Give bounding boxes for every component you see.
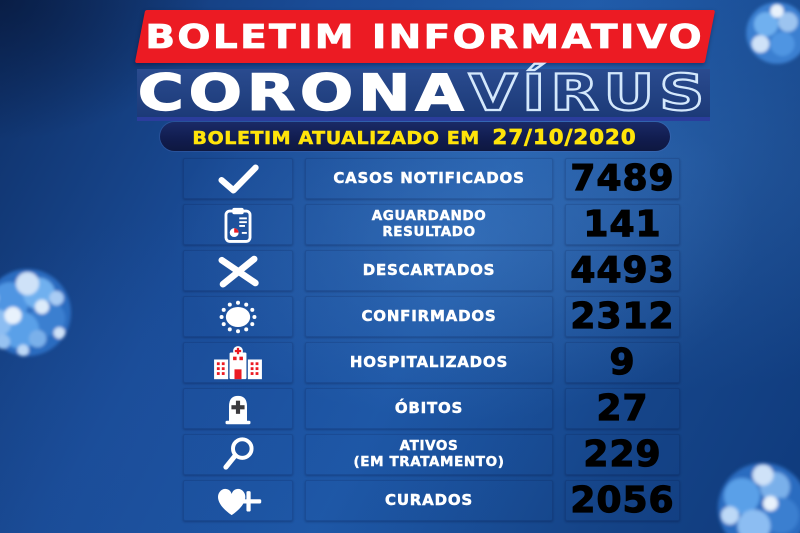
virus-particle-decoration xyxy=(718,463,800,533)
stat-label: ATIVOS xyxy=(399,437,459,454)
magnifier-icon xyxy=(223,436,254,470)
coronavirus-title: CORONA VÍRUS xyxy=(137,64,710,122)
title-corona: CORONA xyxy=(137,64,469,122)
updated-label: BOLETIM ATUALIZADO EM xyxy=(192,127,481,149)
stat-value: 7489 xyxy=(570,157,675,199)
stat-icon-cell-ativos xyxy=(183,434,293,475)
x-mark-icon xyxy=(218,255,259,287)
updated-date: 27/10/2020 xyxy=(493,124,638,149)
stat-label: CURADOS xyxy=(385,491,473,510)
stat-label: CONFIRMADOS xyxy=(361,307,497,326)
stat-value: 2056 xyxy=(570,479,675,521)
stat-value: 141 xyxy=(583,203,662,245)
banner-boletim-informativo: BOLETIM INFORMATIVO xyxy=(134,10,716,63)
stat-value-cell: 27 xyxy=(565,388,680,429)
stat-label: HOSPITALIZADOS xyxy=(349,353,509,372)
stat-value-cell: 229 xyxy=(565,434,680,475)
virus-particle-decoration xyxy=(0,269,71,357)
stat-label-cell: AGUARDANDO RESULTADO xyxy=(305,204,553,245)
stat-sublabel: RESULTADO xyxy=(382,223,476,240)
stat-value: 27 xyxy=(596,387,649,429)
stat-label: CASOS NOTIFICADOS xyxy=(333,169,525,188)
stat-label: DESCARTADOS xyxy=(362,261,496,280)
stat-label: ÓBITOS xyxy=(394,399,464,418)
stat-value: 229 xyxy=(583,433,662,475)
stat-icon-cell-casos-notificados xyxy=(183,158,293,199)
heart-plus-icon xyxy=(218,488,262,515)
title-band: CORONA VÍRUS xyxy=(137,64,710,122)
banner-title: BOLETIM INFORMATIVO xyxy=(145,17,705,57)
stat-icon-cell-descartados xyxy=(183,250,293,291)
stat-label-cell: CONFIRMADOS xyxy=(305,296,553,337)
stat-sublabel: (EM TRATAMENTO) xyxy=(353,453,505,470)
stat-label: AGUARDANDO xyxy=(371,207,487,224)
stat-icon-cell-aguardando xyxy=(183,204,293,245)
stat-label-cell: DESCARTADOS xyxy=(305,250,553,291)
stat-label-cell: ÓBITOS xyxy=(305,388,553,429)
stat-label-cell: HOSPITALIZADOS xyxy=(305,342,553,383)
stat-value-cell: 9 xyxy=(565,342,680,383)
title-virus-outline: VÍRUS xyxy=(467,64,710,122)
stat-value: 9 xyxy=(609,341,636,383)
stat-value-cell: 4493 xyxy=(565,250,680,291)
virus-icon xyxy=(219,300,257,333)
check-icon xyxy=(218,164,259,193)
stat-value-cell: 141 xyxy=(565,204,680,245)
stats-table: CASOS NOTIFICADOS 7489 AGUARDANDO RESULT… xyxy=(183,158,680,521)
stat-label-cell: ATIVOS (EM TRATAMENTO) xyxy=(305,434,553,475)
virus-particle-decoration xyxy=(746,2,800,64)
stat-icon-cell-curados xyxy=(183,480,293,521)
stat-value: 2312 xyxy=(570,295,675,337)
stat-value-cell: 7489 xyxy=(565,158,680,199)
stat-value-cell: 2056 xyxy=(565,480,680,521)
stat-icon-cell-obitos xyxy=(183,388,293,429)
stat-value: 4493 xyxy=(570,249,675,291)
tombstone-icon xyxy=(225,395,251,424)
clipboard-report-icon xyxy=(224,207,252,243)
stat-label-cell: CURADOS xyxy=(305,480,553,521)
stat-label-cell: CASOS NOTIFICADOS xyxy=(305,158,553,199)
stat-icon-cell-hospitalizados xyxy=(183,342,293,383)
updated-date-pill: BOLETIM ATUALIZADO EM 27/10/2020 xyxy=(160,122,670,151)
stat-icon-cell-confirmados xyxy=(183,296,293,337)
stat-value-cell: 2312 xyxy=(565,296,680,337)
hospital-icon xyxy=(214,345,262,379)
